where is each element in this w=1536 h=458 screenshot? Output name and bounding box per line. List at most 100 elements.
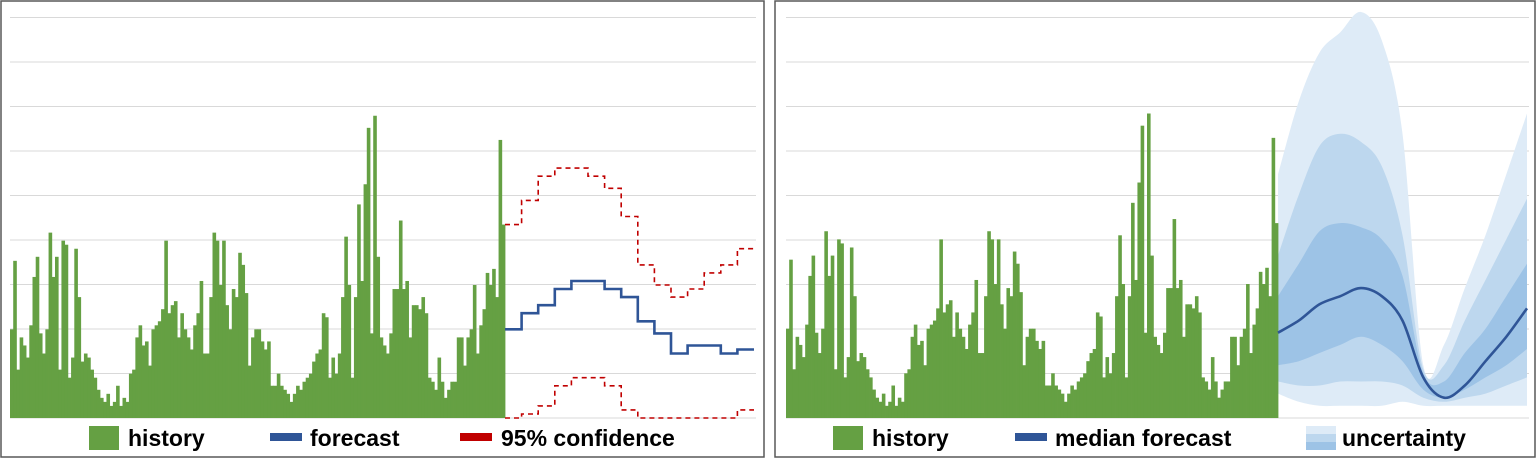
history-bar	[116, 385, 120, 418]
history-bar	[437, 357, 442, 418]
history-bar	[286, 393, 291, 418]
history-bar	[1252, 324, 1257, 418]
uncertainty-band-inner	[1278, 222, 1527, 398]
history-bar	[814, 332, 819, 418]
history-bar	[894, 405, 899, 418]
history-bar	[141, 345, 146, 418]
history-bar	[805, 324, 809, 418]
history-bar	[241, 264, 246, 418]
history-bar	[67, 377, 72, 418]
history-bar	[1242, 328, 1247, 418]
history-bar	[434, 389, 438, 418]
history-bar	[964, 348, 969, 418]
history-bar	[260, 341, 265, 418]
history-bar	[1249, 353, 1253, 418]
history-bar	[10, 329, 14, 418]
history-bar	[1124, 377, 1129, 418]
history-bar	[148, 365, 152, 418]
history-bar	[19, 337, 24, 418]
history-bar	[347, 285, 352, 418]
history-bar	[1032, 328, 1036, 418]
history-bar	[824, 231, 828, 418]
history-bar	[878, 401, 883, 418]
history-bar	[456, 337, 461, 418]
history-bar	[1271, 137, 1276, 419]
history-bar	[1140, 125, 1145, 419]
legend-confidence-label: 95% confidence	[501, 425, 675, 451]
history-bar	[1172, 219, 1177, 418]
history-bar	[1169, 288, 1173, 418]
history-bar	[1156, 344, 1161, 418]
history-bar	[273, 385, 278, 418]
history-bar	[875, 397, 880, 418]
history-bar	[891, 385, 896, 418]
history-bar	[238, 252, 242, 418]
history-bar	[122, 397, 127, 418]
history-bar	[1178, 279, 1183, 418]
history-bar	[177, 337, 181, 418]
history-bar	[993, 284, 998, 418]
history-bar	[1198, 312, 1202, 418]
history-bar	[840, 243, 844, 418]
history-bar	[827, 275, 832, 418]
history-bar	[1006, 288, 1011, 418]
history-bar	[305, 377, 310, 418]
history-bar	[865, 369, 870, 418]
history-bar	[90, 369, 94, 418]
history-bar	[792, 369, 796, 418]
history-bar	[135, 337, 139, 418]
history-bar	[415, 305, 419, 418]
history-bar	[479, 325, 483, 418]
history-bar	[846, 357, 851, 418]
history-bar	[424, 313, 429, 418]
history-bar	[199, 280, 204, 418]
history-bar	[289, 401, 294, 418]
history-bar	[990, 239, 995, 418]
history-bar	[1214, 381, 1218, 418]
history-bar	[1223, 381, 1228, 418]
history-bar	[450, 381, 454, 418]
history-bar	[1111, 353, 1116, 418]
history-bar	[157, 321, 162, 418]
history-bar	[222, 240, 226, 418]
history-bar	[1185, 304, 1189, 418]
history-bar	[904, 373, 908, 418]
median-forecast-line	[1277, 286, 1529, 400]
history-bar	[443, 397, 448, 418]
history-bar	[29, 325, 33, 418]
legend-confidence-swatch	[460, 433, 492, 441]
history-bar	[440, 381, 445, 418]
history-bar	[1099, 316, 1103, 418]
history-bar	[106, 393, 111, 418]
left-history-bars	[10, 115, 506, 418]
history-bar	[968, 324, 972, 418]
history-bar	[920, 340, 924, 418]
history-bar	[869, 377, 873, 418]
history-bar	[798, 344, 803, 418]
history-bar	[1060, 393, 1065, 418]
history-bar	[469, 329, 474, 418]
history-bar	[1063, 401, 1068, 418]
history-bar	[32, 276, 37, 418]
history-bar	[186, 337, 191, 418]
history-bar	[164, 240, 168, 418]
history-bar	[71, 357, 75, 418]
history-bar	[180, 313, 184, 418]
history-bar	[1019, 292, 1023, 418]
history-bar	[235, 297, 239, 418]
legend-history-label-right: history	[872, 425, 949, 451]
history-bar	[881, 393, 886, 418]
history-bar	[321, 313, 326, 418]
history-bar	[1220, 389, 1225, 418]
history-bar	[376, 256, 381, 418]
history-bar	[1054, 385, 1058, 418]
history-bar	[885, 405, 889, 418]
history-bar	[1191, 308, 1196, 418]
history-bar	[254, 329, 258, 418]
history-bar	[74, 248, 78, 418]
history-bar	[408, 337, 413, 418]
history-bar	[45, 329, 49, 418]
history-bar	[215, 240, 220, 418]
history-bar	[495, 297, 499, 418]
history-bar	[183, 329, 188, 418]
